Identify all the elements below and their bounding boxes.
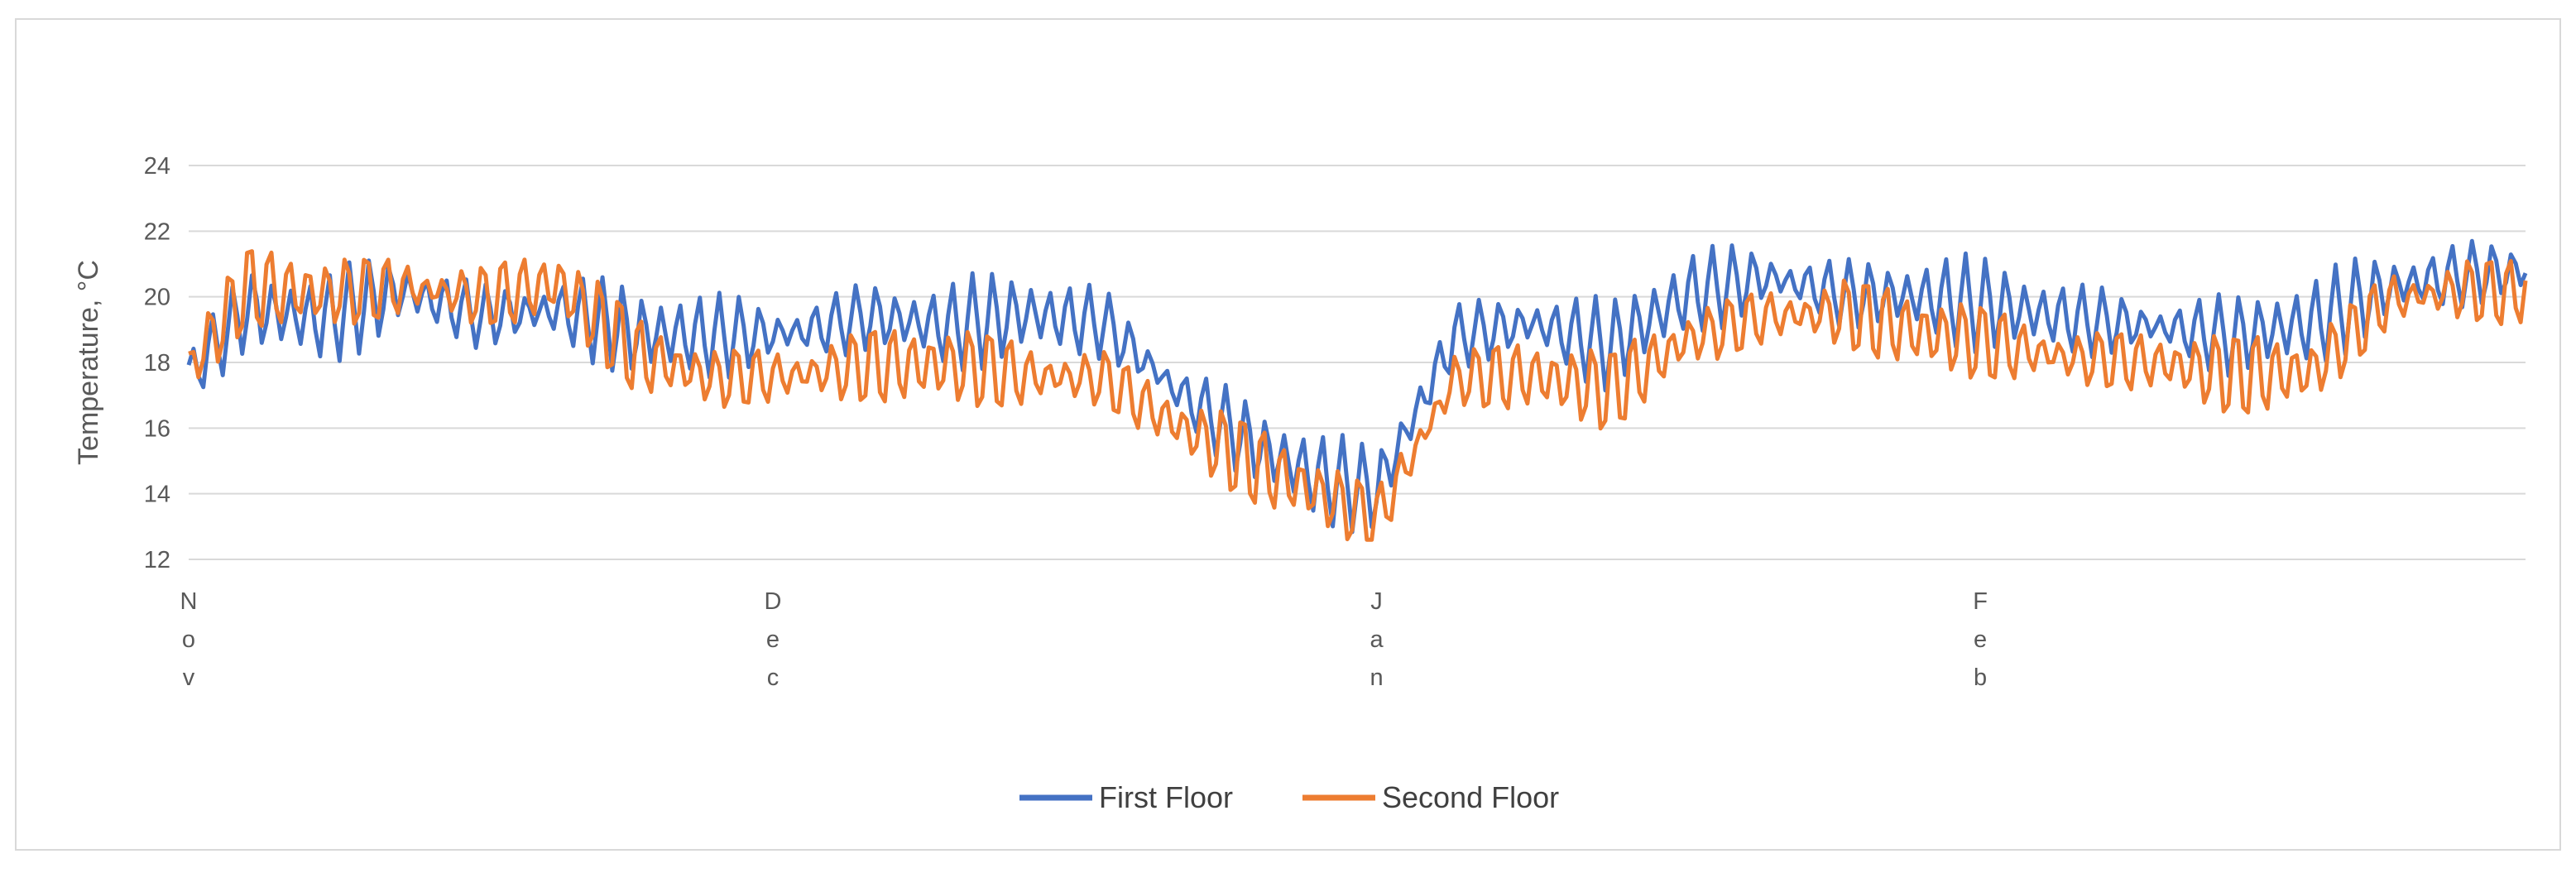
y-tick-label: 12 [144,547,170,573]
y-tick-label: 18 [144,350,170,377]
legend: First Floor Second Floor [1019,780,1559,814]
legend-label: First Floor [1099,780,1233,814]
y-tick-label: 24 [144,153,170,180]
y-tick-label: 14 [144,482,170,508]
y-axis-title: Temperature, °C [73,260,104,465]
series-lines [186,238,2528,542]
y-axis-ticks: 12 14 16 18 20 22 24 [144,153,170,573]
y-tick-label: 22 [144,218,170,245]
legend-label: Second Floor [1382,780,1559,814]
y-tick-label: 20 [144,285,170,311]
series-line-second-floor [188,249,2528,542]
y-tick-label: 16 [144,415,170,442]
